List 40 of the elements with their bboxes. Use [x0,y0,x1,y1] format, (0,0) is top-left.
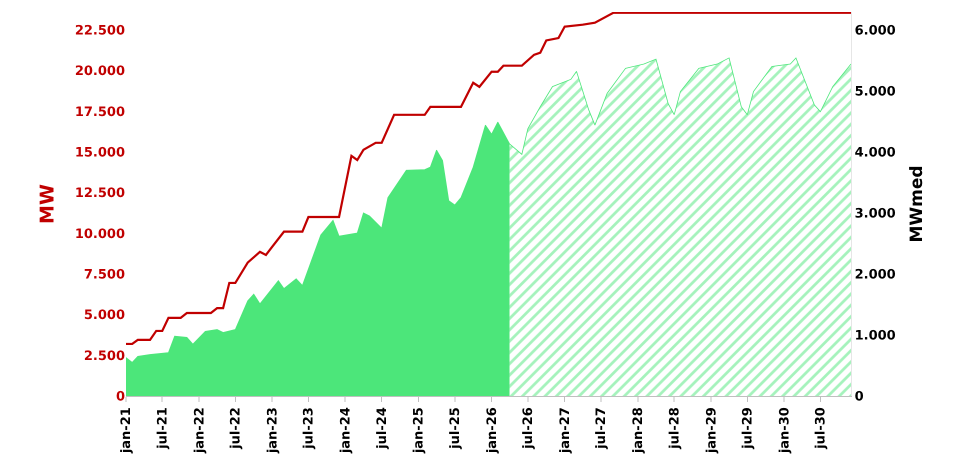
y-tick-label: 0 [116,390,125,405]
x-tick-label: jan-30 [777,407,792,454]
y2-tick-label: 2.000 [854,268,896,283]
y2-tick-label: 4.000 [854,145,896,160]
x-tick-label: jan-29 [704,407,720,454]
x-tick-label: jul-22 [228,407,244,450]
x-tick-label: jan-28 [630,407,646,454]
x-tick-label: jan-26 [484,407,500,454]
y2-tick-label: 0 [854,390,864,405]
x-tick-label: jan-22 [192,407,208,454]
x-tick-label: jan-24 [338,407,354,454]
y-tick-label: 15.000 [74,145,125,160]
x-tick-label: jan-23 [265,407,280,454]
y2-axis-title: MWmed [907,165,928,243]
y-tick-label: 20.000 [74,64,125,80]
line-series [126,12,851,346]
y-tick-label: 7.500 [84,268,125,283]
y-tick-label: 10.000 [74,226,125,242]
y-tick-label: 5.000 [84,308,125,324]
x-tick-label: jul-30 [814,407,829,450]
y-tick-label: 22.500 [74,23,125,38]
x-tick-label: jan-21 [119,407,134,454]
y2-tick-label: 3.000 [854,206,896,222]
x-tick-label: jan-27 [558,407,573,454]
y2-tick-label: 6.000 [854,23,896,38]
x-tick-label: jul-23 [302,407,317,450]
x-tick-label: jul-26 [521,407,536,450]
x-tick-label: jul-27 [594,407,610,450]
y-tick-label: 2.500 [84,348,125,364]
y2-tick-label: 1.000 [854,328,896,344]
x-tick-label: jul-29 [740,407,756,450]
x-tick-label: jul-28 [667,407,682,450]
y-tick-label: 17.500 [74,104,125,120]
y-axis-title: MW [36,184,59,224]
x-tick-label: jul-25 [448,407,463,450]
y-tick-label: 12.500 [74,186,125,202]
y2-tick-label: 5.000 [854,84,896,100]
x-tick-label: jul-24 [374,407,390,450]
x-tick-label: jan-25 [412,407,427,454]
x-tick-label: jul-21 [155,407,170,450]
